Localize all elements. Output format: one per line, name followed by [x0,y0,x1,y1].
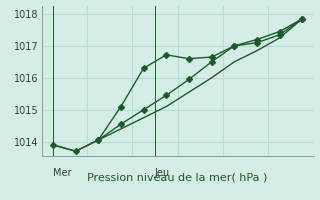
Text: Mer: Mer [53,168,71,178]
X-axis label: Pression niveau de la mer( hPa ): Pression niveau de la mer( hPa ) [87,173,268,183]
Text: Jeu: Jeu [155,168,170,178]
